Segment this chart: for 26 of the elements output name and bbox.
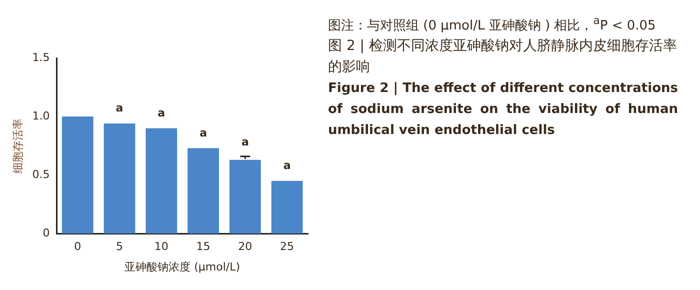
y-tick-label: 1.0 <box>32 109 50 122</box>
bar <box>188 148 219 234</box>
bar <box>146 128 178 234</box>
text: 图 2 | 检测不同浓度亚砷酸钠对人脐静脉内皮细胞存活率的影响 <box>328 37 678 78</box>
x-tick-label: 5 <box>116 240 124 254</box>
x-tick-label: 25 <box>280 240 294 254</box>
annotation: a <box>283 159 291 172</box>
bar <box>62 116 94 234</box>
x-tick-label: 0 <box>74 240 82 254</box>
y-tick-label: 0.5 <box>32 168 50 181</box>
x-tick-label: 15 <box>196 240 210 254</box>
annotation: a <box>200 126 208 140</box>
bar <box>229 160 261 234</box>
x-axis-title: 亚砷酸钠浓度 (μmol/L) <box>124 260 240 274</box>
text: Figure 2 | The effect of different concentrations of sodium arsenite on the viability of human umbilical vein endothelial cells <box>328 80 678 140</box>
x-tick-label: 20 <box>238 240 252 254</box>
annotation: a <box>116 102 124 115</box>
text: 图注：与对照组 (0 μmol/L 亚砷酸钠 ) 相比，$^{a}$P < 0.05 <box>328 13 657 36</box>
y-tick-label: 1.5 <box>32 50 50 64</box>
y-tick-label: 0 <box>42 226 50 240</box>
bar <box>271 180 303 234</box>
bar <box>104 124 136 234</box>
x-tick-label: 10 <box>154 240 168 254</box>
y-axis-title: 细胞存活率 <box>11 118 24 174</box>
annotation: a <box>241 136 249 149</box>
annotation: a <box>158 106 166 120</box>
